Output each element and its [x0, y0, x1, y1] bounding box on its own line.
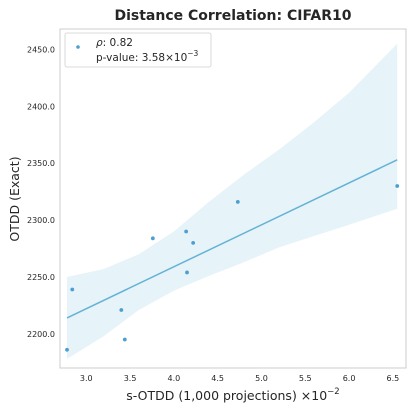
x-axis-label-exponent: −2 [327, 387, 340, 397]
x-tick-label: 6.5 [386, 374, 399, 383]
x-tick-label: 4.5 [211, 374, 224, 383]
x-axis-label: s-OTDD (1,000 projections) ×10−2 [126, 387, 339, 403]
y-axis-ticks: 2200.0 2250.0 2300.0 2350.0 2400.0 2450.0 [27, 45, 55, 338]
chart-title: Distance Correlation: CIFAR10 [114, 8, 351, 24]
y-tick-label: 2200.0 [27, 330, 55, 339]
legend-pvalue-exponent: −3 [187, 49, 198, 58]
x-axis-label-text: s-OTDD (1,000 projections) ×10 [126, 388, 327, 403]
legend-box [64, 32, 212, 68]
data-point-10 [395, 184, 400, 188]
y-axis-label: OTDD (Exact) [7, 156, 22, 241]
y-tick-label: 2300.0 [27, 216, 55, 225]
data-point-8 [191, 240, 196, 245]
y-tick-label: 2450.0 [27, 45, 55, 54]
legend: ρ: 0.82 p-value: 3.58×10−3 [64, 32, 212, 68]
x-tick-label: 3.5 [124, 374, 137, 383]
x-tick-label: 5.5 [299, 374, 312, 383]
y-tick-label: 2400.0 [27, 102, 55, 111]
data-point-4 [122, 337, 127, 342]
legend-rho-symbol: ρ [96, 37, 103, 49]
x-tick-label: 4.0 [168, 374, 181, 383]
legend-pvalue: p-value: 3.58×10−3 [96, 49, 199, 64]
data-point-9 [235, 200, 240, 204]
data-point-7 [185, 270, 189, 275]
data-point-3 [119, 308, 124, 312]
regression-line [66, 159, 398, 319]
data-point-5 [150, 236, 155, 241]
x-axis-ticks: 3.0 3.5 4.0 4.5 5.0 5.5 6.0 6.5 [80, 374, 399, 383]
legend-rho-value: : 0.82 [103, 37, 133, 49]
legend-marker [76, 45, 80, 49]
data-point-1 [65, 347, 69, 352]
x-tick-label: 3.0 [80, 374, 93, 383]
data-points [65, 184, 400, 352]
data-point-6 [184, 229, 189, 234]
x-tick-label: 5.0 [255, 374, 268, 383]
legend-pvalue-text: p-value: 3.58×10 [96, 52, 187, 64]
y-tick-label: 2250.0 [27, 273, 55, 282]
confidence-band [67, 43, 398, 359]
legend-rho: ρ: 0.82 [96, 37, 133, 49]
plot-area [59, 28, 407, 369]
y-tick-label: 2350.0 [27, 159, 55, 168]
data-point-2 [70, 287, 75, 292]
x-tick-label: 6.0 [343, 374, 356, 383]
